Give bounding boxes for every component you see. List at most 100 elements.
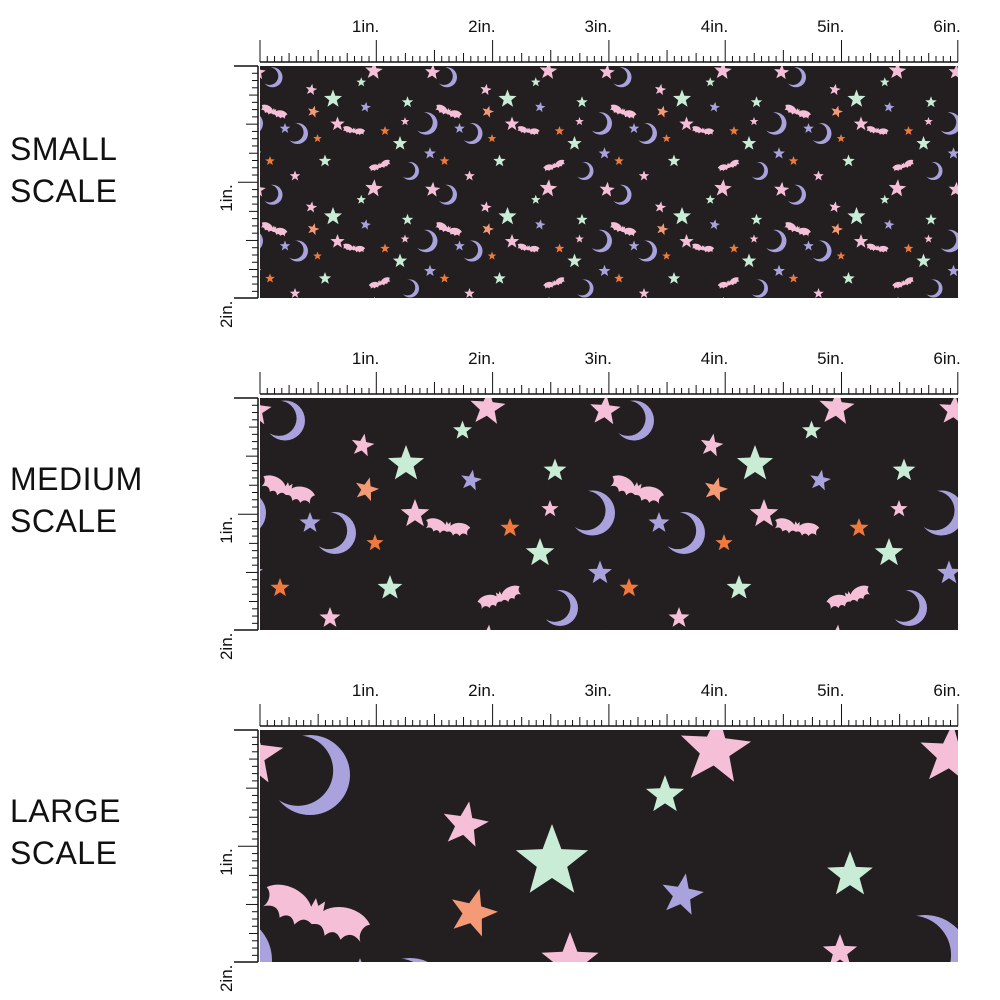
crescent-moon-motif bbox=[810, 123, 832, 144]
star-motif bbox=[358, 958, 362, 962]
star-motif bbox=[947, 147, 958, 159]
bat-motif bbox=[609, 222, 637, 237]
star-motif bbox=[849, 518, 869, 537]
star-motif bbox=[705, 194, 716, 204]
star-motif bbox=[439, 156, 450, 166]
star-motif bbox=[638, 288, 650, 298]
star-motif bbox=[705, 477, 728, 502]
star-motif bbox=[270, 578, 290, 597]
star-motif bbox=[387, 445, 425, 480]
star-motif bbox=[726, 575, 752, 599]
star-motif bbox=[667, 272, 681, 284]
crescent-moon-motif bbox=[764, 229, 787, 253]
star-motif bbox=[525, 538, 555, 566]
star-motif bbox=[654, 201, 667, 213]
bat-motif bbox=[717, 277, 740, 289]
star-motif bbox=[888, 179, 907, 197]
medium-scale-fabric-swatch bbox=[260, 398, 958, 630]
star-motif bbox=[356, 477, 379, 502]
crescent-moon-motif bbox=[392, 958, 428, 962]
pattern-motifs bbox=[260, 398, 958, 630]
star-motif bbox=[360, 219, 371, 230]
crescent-moon-motif bbox=[810, 240, 832, 262]
ruler-top-label: 3in. bbox=[584, 17, 611, 36]
crescent-moon-motif bbox=[614, 400, 654, 441]
small-scale-fabric-swatch bbox=[260, 66, 958, 298]
scale-label-line2: SCALE bbox=[10, 173, 118, 209]
star-motif bbox=[648, 512, 670, 532]
star-motif bbox=[890, 500, 908, 517]
crescent-moon-motif bbox=[575, 162, 594, 180]
crescent-moon-motif bbox=[786, 184, 806, 205]
star-motif bbox=[323, 207, 343, 225]
star-motif bbox=[576, 96, 588, 108]
star-motif bbox=[736, 445, 774, 480]
star-motif bbox=[680, 730, 752, 782]
pattern-motifs bbox=[260, 66, 958, 298]
ruler-top-label: 2in. bbox=[468, 349, 495, 368]
bat-motif bbox=[543, 159, 566, 172]
star-motif bbox=[749, 499, 779, 527]
ruler-top-label: 5in. bbox=[817, 349, 844, 368]
star-motif bbox=[774, 66, 790, 80]
star-motif bbox=[464, 170, 475, 181]
star-motif bbox=[773, 147, 785, 159]
star-motif bbox=[480, 201, 492, 213]
star-motif bbox=[330, 116, 345, 131]
star-motif bbox=[279, 240, 291, 251]
star-motif bbox=[829, 201, 841, 213]
star-motif bbox=[425, 181, 441, 197]
scale-label-line1: SMALL bbox=[10, 131, 118, 167]
crescent-moon-motif bbox=[262, 184, 283, 205]
star-motif bbox=[672, 89, 692, 107]
star-motif bbox=[377, 575, 403, 599]
crescent-moon-motif bbox=[260, 929, 272, 962]
crescent-moon-motif bbox=[611, 184, 632, 205]
star-motif bbox=[576, 213, 588, 225]
star-motif bbox=[289, 170, 301, 181]
star-motif bbox=[487, 251, 497, 260]
star-motif bbox=[493, 272, 506, 284]
star-motif bbox=[709, 219, 720, 230]
star-motif bbox=[667, 154, 681, 167]
star-motif bbox=[884, 101, 895, 113]
star-motif bbox=[400, 117, 410, 126]
star-motif bbox=[749, 234, 759, 243]
crescent-moon-motif bbox=[919, 490, 958, 536]
ruler-top-label: 6in. bbox=[933, 349, 960, 368]
medium-scale-label: MEDIUM SCALE bbox=[10, 458, 143, 542]
star-motif bbox=[504, 116, 520, 131]
crescent-moon-motif bbox=[265, 400, 305, 441]
star-motif bbox=[486, 624, 491, 630]
bat-motif bbox=[261, 475, 316, 504]
star-motif bbox=[567, 136, 582, 150]
crescent-moon-motif bbox=[314, 512, 356, 554]
crescent-moon-motif bbox=[924, 162, 943, 180]
star-motif bbox=[480, 83, 492, 96]
star-motif bbox=[884, 219, 895, 230]
star-motif bbox=[590, 398, 621, 425]
bat-motif bbox=[691, 126, 715, 136]
star-motif bbox=[853, 234, 869, 248]
star-motif bbox=[916, 136, 931, 150]
star-motif bbox=[831, 105, 843, 118]
crescent-moon-motif bbox=[938, 112, 958, 135]
ruler-side-label: 2in. bbox=[217, 633, 236, 660]
star-motif bbox=[788, 156, 799, 166]
star-motif bbox=[265, 273, 275, 283]
star-motif bbox=[750, 96, 763, 108]
star-motif bbox=[654, 83, 667, 96]
crescent-moon-motif bbox=[542, 590, 578, 626]
crescent-moon-motif bbox=[287, 123, 308, 144]
star-motif bbox=[535, 219, 546, 230]
scale-label-line2: SCALE bbox=[10, 835, 118, 871]
crescent-moon-motif bbox=[786, 67, 806, 88]
star-motif bbox=[662, 873, 704, 915]
star-motif bbox=[308, 223, 320, 236]
star-motif bbox=[879, 77, 890, 87]
star-motif bbox=[836, 134, 846, 143]
medium-scale-ruler: 1in. 2in. 3in. 4in. 5in. 6in. 1in. 2in. bbox=[217, 349, 961, 660]
crescent-moon-motif bbox=[589, 229, 612, 253]
star-motif bbox=[487, 134, 497, 143]
ruler-top-label: 6in. bbox=[933, 17, 960, 36]
